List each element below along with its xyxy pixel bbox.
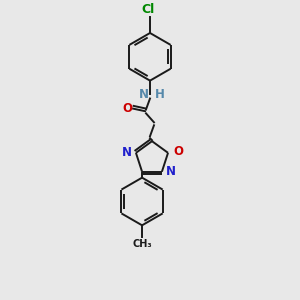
Text: O: O bbox=[173, 146, 183, 158]
Text: N: N bbox=[166, 165, 176, 178]
Text: CH₃: CH₃ bbox=[132, 239, 152, 249]
Text: N: N bbox=[139, 88, 149, 101]
Text: H: H bbox=[155, 88, 165, 101]
Text: N: N bbox=[122, 146, 132, 159]
Text: Cl: Cl bbox=[141, 3, 154, 16]
Text: O: O bbox=[122, 102, 132, 115]
